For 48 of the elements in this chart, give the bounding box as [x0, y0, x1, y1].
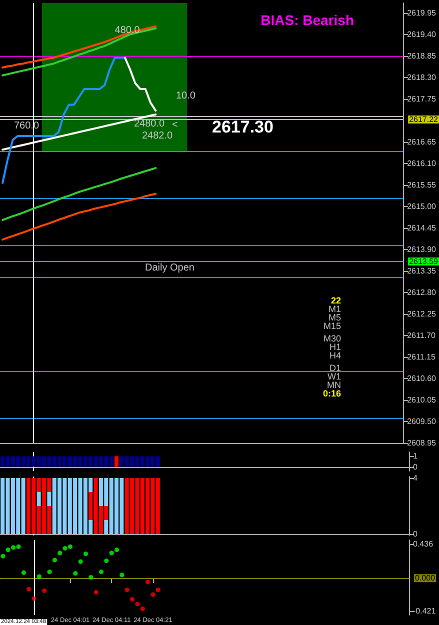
y-tick-label: 2612.80 — [407, 288, 437, 297]
y-tick-label: 2614.45 — [407, 223, 437, 232]
y-tick-label: 2616.10 — [407, 158, 437, 168]
annotation: 22 — [330, 296, 342, 306]
annotation: 10.0 — [176, 90, 196, 102]
y-tick-label: 2616.65 — [407, 137, 437, 146]
y-tick-label: 2617.75 — [407, 94, 437, 104]
y-tick-label: 2618.85 — [407, 51, 437, 60]
annotation: D1 — [329, 363, 342, 373]
ref-line-label: 2613.59 — [409, 257, 439, 266]
annotation: 2480.0 — [134, 118, 166, 130]
annotation: M1 — [328, 304, 342, 314]
y-tick-label: 2618.30 — [407, 72, 437, 82]
annotation: H1 — [329, 342, 342, 352]
y-tick-label: 2611.15 — [407, 352, 436, 362]
y-tick-label: 1 — [413, 452, 418, 461]
annotation: 2482.0 — [142, 130, 174, 142]
annotation: W1 — [328, 372, 341, 382]
y-tick-label: 2611.70 — [407, 330, 436, 340]
y-tick-label: 2612.25 — [407, 309, 437, 318]
y-tick-label: 2613.90 — [407, 244, 437, 254]
annotation: Daily Open — [145, 262, 194, 274]
annotation: 480.0 — [114, 24, 140, 36]
annotation: H4 — [329, 350, 342, 360]
y-tick-label: 2615.55 — [407, 180, 437, 190]
y-tick-label: 2608.95 — [407, 438, 437, 448]
annotation: M5 — [328, 312, 342, 322]
y-tick-label: 2610.60 — [407, 374, 437, 383]
annotation: 0:16 — [322, 388, 341, 398]
y-tick-label: 2619.95 — [407, 8, 437, 18]
ref-line-label: 0.000 — [415, 574, 436, 583]
y-tick-label: 0 — [413, 530, 418, 539]
ref-line-label: 2617.22 — [409, 115, 439, 124]
y-tick-label: -0.421 — [413, 606, 436, 616]
annotation: < — [172, 120, 178, 130]
y-tick-label: 2613.35 — [407, 266, 437, 276]
y-tick-label: 2609.50 — [407, 416, 437, 426]
annotation: MN — [327, 380, 342, 390]
y-tick-label: 2615.00 — [407, 202, 437, 211]
annotation: M30 — [323, 334, 342, 344]
annotation: M15 — [323, 321, 342, 331]
annotation: 2617.30 — [212, 118, 274, 136]
y-tick-label: 0.436 — [413, 539, 434, 548]
y-tick-label: 2610.05 — [407, 395, 437, 404]
text: BIAS: Bearish — [260, 12, 354, 28]
y-tick-label: 2619.40 — [407, 30, 437, 39]
y-tick-label: 0 — [413, 462, 418, 472]
y-tick-label: 4 — [413, 473, 418, 482]
